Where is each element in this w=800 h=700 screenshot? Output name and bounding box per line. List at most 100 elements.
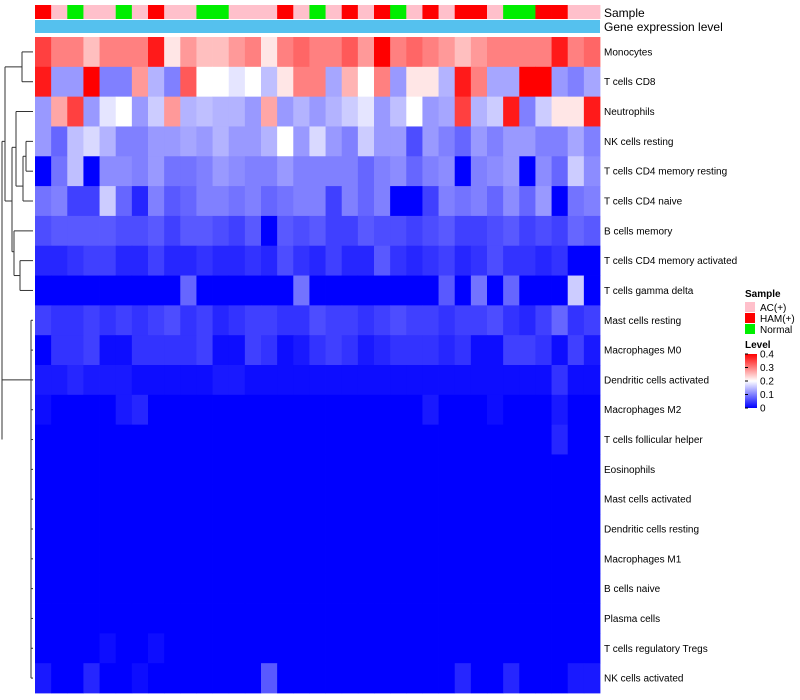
heatmap-cell [551,484,569,515]
heatmap-cell [131,156,149,187]
heatmap-cell [277,96,294,127]
heatmap-cell [67,245,84,276]
heatmap-cell [164,215,181,247]
heatmap-cell [131,275,149,306]
heatmap-cell [567,603,585,634]
heatmap-cell [390,186,407,217]
heatmap-cell [99,543,117,575]
heatmap-cell [390,245,407,276]
heatmap-cell [164,543,181,575]
heatmap-cell [83,394,100,426]
heatmap-cell [438,394,456,426]
heatmap-cell [148,573,165,604]
heatmap-cell [51,663,68,694]
heatmap-cell [228,663,246,694]
heatmap-cell [83,514,100,545]
heatmap-cell [261,96,278,127]
heatmap-cell [341,543,359,575]
heatmap-cell [583,245,601,276]
heatmap-cell [99,514,117,545]
heatmap-cell [148,603,165,634]
heatmap-cell [519,573,536,604]
heatmap-cell [196,37,213,68]
heatmap-cell [438,37,456,68]
heatmap-cell [131,484,149,515]
heatmap-cell [164,633,181,664]
heatmap-cell [131,394,149,426]
sample-annotation-cell [164,5,181,19]
heatmap-cell [83,663,100,694]
heatmap-cell [83,186,100,217]
heatmap-cell [244,663,262,694]
heatmap-cell [551,543,569,575]
heatmap-cell [293,215,310,247]
heatmap-cell [131,424,149,455]
heatmap-cell [406,514,423,545]
heatmap-cell [212,126,230,157]
heatmap-cell [83,96,100,127]
heatmap-cell [277,215,294,247]
heatmap-cell [261,66,278,98]
heatmap-cell [83,37,100,68]
heatmap-cell [470,543,488,575]
heatmap-cell [422,484,439,515]
heatmap-cell [99,454,117,485]
heatmap-cell [503,603,520,634]
heatmap-cell [325,156,343,187]
heatmap-cell [293,245,310,276]
heatmap-cell [406,66,423,98]
row-label: T cells gamma delta [604,286,694,297]
legend-level-label: 0.3 [760,363,774,374]
heatmap-cell [567,215,585,247]
heatmap-cell [487,514,504,545]
heatmap-cell [228,245,246,276]
heatmap-cell [374,543,391,575]
heatmap-cell [309,37,326,68]
heatmap-cell [454,245,472,276]
heatmap-cell [503,186,520,217]
heatmap-cell [277,424,294,455]
heatmap-cell [454,305,472,336]
heatmap-cell [374,305,391,336]
heatmap-cell [357,245,375,276]
heatmap-cell [228,633,246,664]
heatmap-cell [131,66,149,98]
heatmap-cell [535,484,552,515]
heatmap-cell [422,126,439,157]
legend-sample-items: AC(+)HAM(+)Normal [745,302,795,336]
heatmap-cell [454,603,472,634]
heatmap-cell [519,663,536,694]
heatmap-cell [406,275,423,306]
heatmap-cell [35,156,52,187]
heatmap-cell [567,365,585,396]
heatmap-cell [131,37,149,68]
heatmap-cell [115,305,133,336]
heatmap-cell [180,126,197,157]
heatmap-cell [35,633,52,664]
heatmap-cell [503,454,520,485]
heatmap-cell [228,365,246,396]
heatmap-cell [551,305,569,336]
heatmap-cell [438,543,456,575]
heatmap-cell [51,394,68,426]
heatmap-cell [438,275,456,306]
heatmap-cell [503,394,520,426]
heatmap-cell [422,66,439,98]
heatmap-cell [83,126,100,157]
heatmap-cell [212,305,230,336]
heatmap-cell [454,215,472,247]
heatmap-cell [422,573,439,604]
heatmap-cell [164,573,181,604]
heatmap-cell [438,186,456,217]
heatmap-cell [51,514,68,545]
heatmap-cell [35,603,52,634]
row-labels: Monocytes T cells CD8 Neutrophils NK cells … [604,47,737,684]
heatmap-cell [148,663,165,694]
heatmap-cell [454,275,472,306]
heatmap-cell [115,215,133,247]
heatmap-cell [293,514,310,545]
sample-annotation-cell [180,5,197,19]
heatmap-cell [67,126,84,157]
row-label: Macrophages M1 [604,554,682,565]
heatmap-cell [567,543,585,575]
